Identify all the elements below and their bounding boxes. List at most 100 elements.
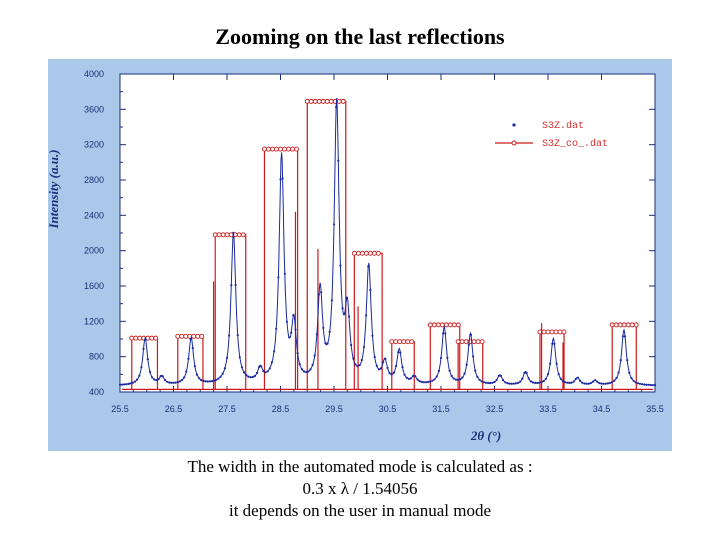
observed-point [446, 356, 449, 359]
observed-point [527, 377, 530, 380]
x-tick-label: 35.5 [646, 404, 664, 414]
observed-point [514, 382, 517, 385]
observed-point [315, 333, 318, 336]
peak-box-marker [351, 250, 357, 256]
observed-point [294, 328, 297, 331]
x-tick-label: 30.5 [379, 404, 397, 414]
peak-box-marker [401, 339, 407, 345]
observed-point [576, 376, 580, 379]
calculated-peak-box [427, 322, 461, 390]
observed-point [230, 284, 233, 287]
observed-point [202, 379, 205, 383]
observed-point [465, 363, 468, 366]
peak-box-marker [541, 329, 547, 335]
observed-point [273, 350, 276, 353]
x-tick-label: 34.5 [593, 404, 611, 414]
peak-box-marker [340, 98, 346, 104]
observed-point [521, 377, 524, 380]
observed-point [123, 383, 126, 386]
observed-point [600, 382, 603, 385]
peak-box-marker [183, 333, 189, 339]
peak-box-marker [285, 146, 291, 152]
observed-point [549, 362, 552, 365]
observed-point [266, 370, 269, 373]
y-tick-label: 400 [89, 387, 104, 397]
observed-point [442, 332, 445, 335]
y-tick-labels: 400 800 1200 1600 2000 2400 2800 3200 3600 4000 [84, 69, 104, 397]
observed-point [450, 374, 453, 378]
observed-point [187, 357, 190, 360]
x-tick-label: 25.5 [111, 404, 129, 414]
observed-point [317, 293, 321, 296]
observed-point [454, 378, 458, 381]
observed-point [292, 314, 295, 317]
peak-box-marker [240, 232, 246, 238]
observed-point [555, 362, 558, 365]
observed-point [388, 372, 391, 375]
peak-box-marker [129, 335, 135, 341]
peak-box-marker [265, 146, 271, 152]
legend-label-calculated: S3Z_co_.dat [542, 138, 608, 150]
observed-point [572, 380, 575, 383]
observed-point [437, 369, 440, 372]
observed-point [583, 382, 586, 385]
peak-box-marker [281, 146, 287, 152]
peak-box-marker [308, 98, 314, 104]
y-tick-label: 3200 [84, 140, 104, 150]
observed-point [125, 383, 128, 386]
legend-marker-calculated [511, 140, 517, 146]
observed-point [129, 382, 132, 385]
observed-point [236, 334, 239, 337]
observed-point [386, 366, 389, 369]
observed-point [499, 374, 502, 377]
observed-point [373, 355, 376, 359]
y-tick-label: 1200 [84, 316, 104, 326]
observed-point [589, 382, 592, 385]
y-tick-label: 1600 [84, 281, 104, 291]
peak-box-marker [277, 146, 283, 152]
observed-point [495, 378, 498, 381]
observed-point [435, 375, 438, 378]
peak-box-marker [431, 322, 437, 328]
observed-point [350, 343, 353, 347]
observed-point [377, 368, 380, 371]
observed-point [204, 380, 207, 383]
observed-point [553, 342, 556, 345]
y-axis-title: Intensity (a.u.) [48, 149, 61, 229]
peak-box-marker [224, 232, 230, 238]
observed-point [328, 330, 331, 333]
observed-point [623, 335, 627, 338]
observed-point [330, 299, 333, 302]
observed-point [232, 231, 235, 234]
observed-point [647, 383, 650, 386]
observed-point [474, 369, 477, 372]
peak-box-marker [336, 98, 342, 104]
observed-point [564, 381, 567, 384]
peak-box-marker [409, 339, 415, 345]
observed-point [512, 382, 515, 385]
observed-point [529, 380, 532, 383]
calculated-peak-box [175, 333, 205, 390]
observed-point [358, 364, 361, 367]
observed-point [407, 377, 410, 380]
observed-point [290, 331, 293, 334]
observed-point [559, 377, 562, 380]
observed-point [307, 370, 310, 373]
observed-point [502, 379, 505, 382]
observed-point [395, 364, 398, 368]
observed-point [380, 367, 383, 370]
observed-point [463, 372, 466, 375]
observed-point [574, 377, 577, 381]
observed-series [118, 97, 657, 387]
peak-box-marker [609, 322, 615, 328]
y-tick-label: 2800 [84, 175, 104, 185]
observed-point [420, 380, 423, 383]
observed-point [356, 365, 359, 368]
observed-point [416, 378, 419, 381]
observed-point [215, 378, 218, 381]
observed-point [157, 378, 160, 381]
peak-box-marker [133, 335, 139, 341]
chart-svg: 25.5 26.5 27.5 28.5 29.5 30.5 31.5 32.5 33.5 34.5… [48, 69, 664, 443]
observed-point [480, 380, 483, 383]
observed-point [390, 373, 393, 376]
